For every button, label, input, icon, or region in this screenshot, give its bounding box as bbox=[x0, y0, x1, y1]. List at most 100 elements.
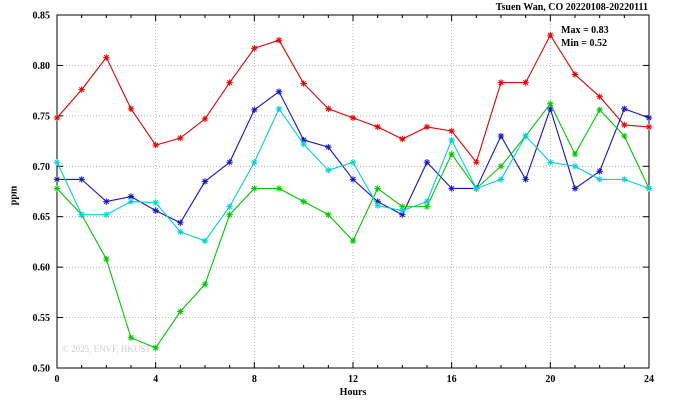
data-point-marker bbox=[547, 31, 554, 39]
data-point-marker bbox=[300, 140, 307, 148]
data-point-marker bbox=[473, 185, 480, 192]
x-tick-label: 20 bbox=[545, 374, 555, 385]
data-point-marker bbox=[152, 344, 159, 352]
data-point-marker bbox=[621, 105, 628, 112]
data-point-marker bbox=[177, 134, 184, 142]
data-point-marker bbox=[645, 123, 653, 131]
data-point-marker bbox=[275, 37, 283, 44]
data-point-marker bbox=[177, 219, 184, 226]
data-point-marker bbox=[571, 185, 579, 192]
data-point-marker bbox=[300, 80, 307, 87]
data-point-marker bbox=[423, 198, 431, 205]
x-axis-label: Hours bbox=[339, 387, 367, 398]
data-point-marker bbox=[621, 121, 628, 129]
data-point-marker bbox=[325, 167, 332, 174]
data-point-marker bbox=[349, 114, 357, 122]
data-point-marker bbox=[423, 123, 431, 131]
data-point-marker bbox=[226, 203, 233, 210]
x-tick-label: 24 bbox=[644, 374, 654, 385]
data-point-marker bbox=[78, 86, 85, 93]
data-point-marker bbox=[152, 199, 159, 206]
y-tick-label: 0.85 bbox=[33, 11, 51, 22]
data-point-marker bbox=[399, 135, 406, 143]
data-point-marker bbox=[226, 159, 233, 166]
y-tick-label: 0.75 bbox=[33, 111, 51, 122]
data-point-marker bbox=[621, 176, 628, 183]
data-point-marker bbox=[645, 114, 653, 122]
data-point-marker bbox=[251, 106, 258, 114]
data-point-marker bbox=[349, 237, 357, 245]
min-annotation: Min = 0.52 bbox=[561, 38, 607, 49]
data-point-marker bbox=[103, 198, 110, 205]
x-tick-label: 0 bbox=[55, 374, 60, 385]
data-point-marker bbox=[127, 334, 135, 341]
x-tick-label: 4 bbox=[153, 374, 158, 385]
data-point-marker bbox=[645, 185, 653, 192]
data-point-marker bbox=[571, 71, 579, 78]
series-day-4 bbox=[53, 105, 653, 245]
data-point-marker bbox=[596, 106, 603, 114]
y-tick-label: 0.60 bbox=[33, 263, 51, 274]
data-point-marker bbox=[325, 211, 332, 218]
data-point-marker bbox=[374, 123, 381, 131]
data-point-marker bbox=[399, 207, 406, 214]
data-point-marker bbox=[251, 159, 258, 166]
data-point-marker bbox=[374, 185, 381, 192]
data-point-marker bbox=[201, 237, 209, 245]
data-point-marker bbox=[127, 105, 135, 112]
data-point-marker bbox=[53, 185, 61, 192]
data-point-marker bbox=[448, 127, 455, 135]
data-point-marker bbox=[127, 193, 135, 200]
data-point-marker bbox=[177, 308, 184, 315]
data-point-marker bbox=[349, 176, 357, 183]
y-tick-label: 0.70 bbox=[33, 162, 51, 173]
data-point-marker bbox=[201, 115, 209, 123]
y-tick-label: 0.80 bbox=[33, 61, 51, 72]
data-point-marker bbox=[127, 198, 135, 205]
data-point-marker bbox=[103, 255, 110, 263]
data-point-marker bbox=[497, 176, 505, 183]
data-point-marker bbox=[226, 211, 233, 218]
data-point-marker bbox=[201, 178, 209, 185]
data-point-marker bbox=[251, 45, 258, 52]
y-axis-label: ppm bbox=[8, 185, 20, 206]
data-point-marker bbox=[423, 159, 431, 166]
data-point-marker bbox=[275, 105, 283, 112]
x-tick-label: 16 bbox=[447, 374, 457, 385]
data-point-marker bbox=[275, 88, 283, 95]
data-point-marker bbox=[522, 132, 529, 140]
data-point-marker bbox=[522, 79, 529, 86]
data-point-marker bbox=[497, 79, 505, 86]
data-point-marker bbox=[53, 176, 61, 183]
data-point-marker bbox=[152, 141, 159, 149]
data-point-marker bbox=[596, 168, 603, 175]
max-annotation: Max = 0.83 bbox=[561, 25, 609, 36]
data-point-marker bbox=[547, 100, 554, 107]
data-point-marker bbox=[596, 93, 603, 100]
data-point-marker bbox=[621, 132, 628, 140]
chart-title: Tsuen Wan, CO 20220108-20220111 bbox=[495, 2, 648, 13]
watermark: © 2025, ENVF, HKUST bbox=[62, 344, 151, 354]
data-point-marker bbox=[251, 185, 258, 192]
data-point-marker bbox=[300, 198, 307, 205]
data-point-marker bbox=[201, 281, 209, 288]
data-point-marker bbox=[448, 185, 455, 192]
data-point-marker bbox=[275, 185, 283, 192]
series-day-1 bbox=[53, 31, 653, 166]
data-point-marker bbox=[571, 150, 579, 158]
data-point-marker bbox=[325, 143, 332, 151]
data-point-marker bbox=[571, 163, 579, 170]
y-tick-label: 0.55 bbox=[33, 313, 51, 324]
x-tick-label: 12 bbox=[348, 374, 358, 385]
data-point-marker bbox=[53, 114, 61, 122]
data-point-marker bbox=[103, 54, 110, 61]
data-point-marker bbox=[349, 159, 357, 166]
data-point-marker bbox=[226, 79, 233, 86]
data-point-marker bbox=[78, 211, 85, 218]
data-point-marker bbox=[325, 105, 332, 112]
data-point-marker bbox=[177, 228, 184, 236]
data-point-marker bbox=[497, 132, 505, 140]
data-point-marker bbox=[547, 159, 554, 166]
